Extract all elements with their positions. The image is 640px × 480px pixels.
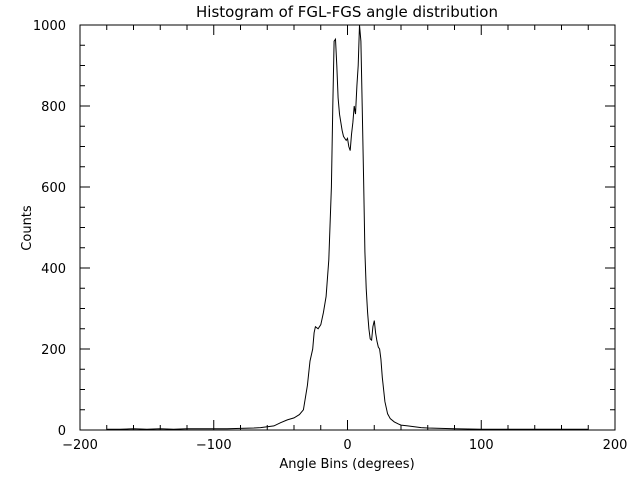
y-tick-label: 800 (41, 100, 66, 115)
axis-tick-labels: −200 −100 0 100 200 0 200 400 600 800 1000 (33, 19, 628, 453)
y-tick-label: 600 (41, 181, 66, 196)
chart-title: Histogram of FGL-FGS angle distribution (196, 3, 498, 21)
axis-ticks (79, 24, 616, 431)
y-tick-label: 200 (41, 343, 66, 358)
y-axis-label: Counts (20, 205, 35, 251)
axes-frame (79, 24, 616, 431)
x-tick-label: −100 (196, 438, 232, 453)
histogram-line (106, 24, 589, 430)
x-tick-label: −200 (62, 438, 98, 453)
x-tick-label: 200 (603, 438, 628, 453)
x-tick-label: 0 (343, 438, 351, 453)
plot-frame (79, 24, 616, 431)
x-tick-label: 100 (469, 438, 494, 453)
y-tick-label: 0 (58, 424, 66, 439)
plot-area (106, 24, 589, 430)
y-tick-label: 1000 (33, 19, 66, 34)
y-tick-label: 400 (41, 262, 66, 277)
x-axis-label: Angle Bins (degrees) (279, 457, 414, 472)
